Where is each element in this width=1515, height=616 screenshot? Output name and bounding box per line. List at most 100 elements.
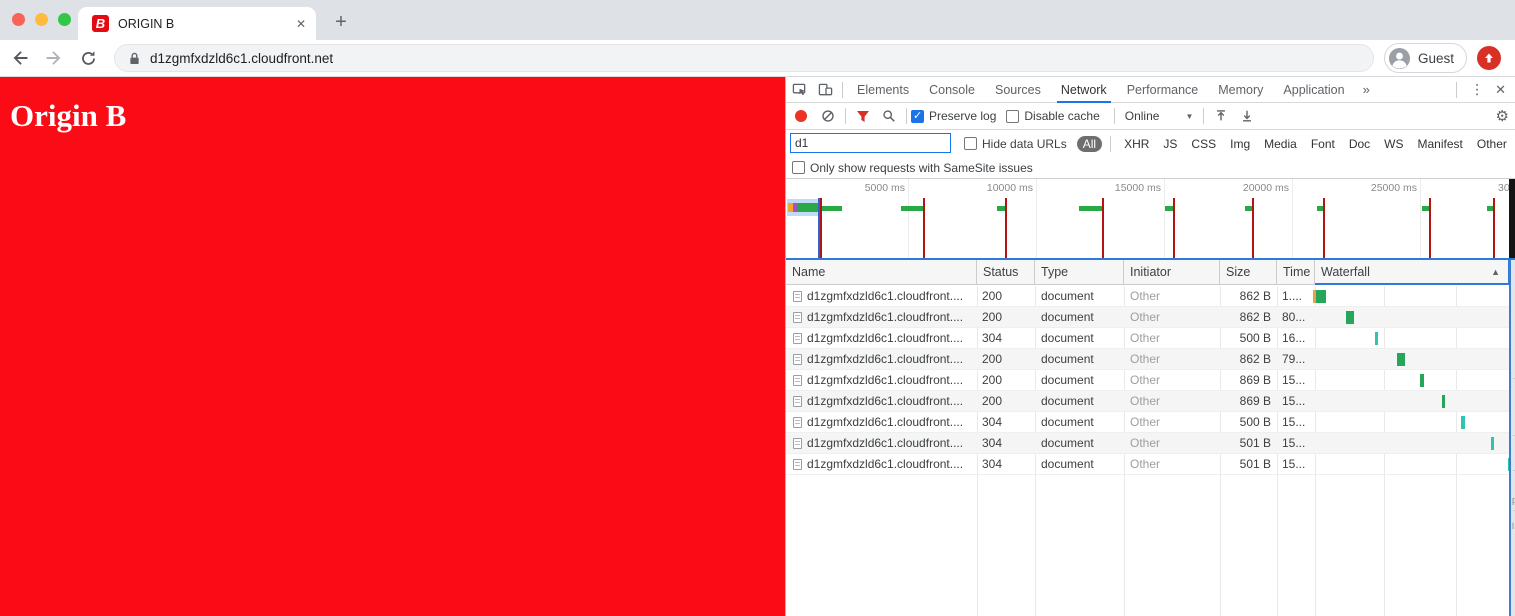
timeline-tick-label: 5000 ms [864,182,905,194]
device-toolbar-button[interactable] [812,78,838,102]
browser-update-button[interactable] [1477,46,1501,70]
record-network-log-button[interactable] [795,110,807,122]
column-header-size[interactable]: Size [1220,260,1277,285]
column-header-name[interactable]: Name [786,260,977,285]
type-filter-img[interactable]: Img [1230,136,1251,151]
devtools-tab-elements[interactable]: Elements [857,82,910,97]
divider [842,81,843,98]
cell-time: 80... [1282,310,1306,324]
type-filter-font[interactable]: Font [1310,136,1335,151]
network-overview-timeline[interactable]: 5000 ms 10000 ms 15000 ms 20000 ms 25000 ms 3… [786,179,1515,258]
timeline-gridline [908,179,909,258]
url-bar[interactable]: d1zgmfxdzld6c1.cloudfront.net [114,44,1374,72]
divider [1203,108,1205,124]
column-header-initiator[interactable]: Initiator [1124,260,1220,285]
filter-input[interactable] [790,133,951,153]
samesite-label[interactable]: Only show requests with SameSite issues [810,160,1033,175]
filter-button[interactable] [850,104,876,128]
table-row[interactable]: d1zgmfxdzld6c1.cloudfront.... 304 document… [786,454,1515,475]
more-tabs-button[interactable]: » [1362,82,1370,97]
export-har-button[interactable] [1234,104,1260,128]
devtools-tab-console[interactable]: Console [929,82,975,97]
sort-ascending-icon[interactable]: ▲ [1491,267,1500,277]
timeline-tick-label: 25000 ms [1370,182,1417,194]
type-filter-ws[interactable]: WS [1384,136,1404,151]
disable-cache-checkbox[interactable] [1006,109,1020,123]
waterfall-bar-queueing [1313,290,1316,303]
type-filter-media[interactable]: Media [1264,136,1297,151]
table-row[interactable]: d1zgmfxdzld6c1.cloudfront.... 304 document… [786,433,1515,454]
import-har-button[interactable] [1208,104,1234,128]
browser-tab[interactable]: B ORIGIN B ✕ [78,7,316,40]
cell-initiator: Other [1130,331,1161,345]
hide-data-urls-label[interactable]: Hide data URLs [982,136,1067,151]
disable-cache-label[interactable]: Disable cache [1024,109,1100,123]
devtools-tab-memory[interactable]: Memory [1218,82,1264,97]
cell-initiator: Other [1130,457,1161,471]
maximize-window-button[interactable] [58,13,71,26]
type-filter-js[interactable]: JS [1163,136,1178,151]
samesite-checkbox[interactable] [792,161,805,174]
search-icon [883,110,895,122]
cell-initiator: Other [1130,394,1161,408]
cell-time: 15... [1282,373,1306,387]
table-row[interactable]: d1zgmfxdzld6c1.cloudfront.... 200 document… [786,286,1515,307]
type-filter-other[interactable]: Other [1476,136,1507,151]
forward-button[interactable] [40,44,68,72]
network-settings-gear-icon[interactable]: ⚙ [1495,108,1509,125]
devtools-close-icon[interactable]: ✕ [1495,81,1506,97]
cell-size: 869 B [1239,373,1271,387]
browser-toolbar: d1zgmfxdzld6c1.cloudfront.net Guest [0,40,1515,77]
column-header-time[interactable]: Time [1277,260,1315,285]
minimize-window-button[interactable] [35,13,48,26]
tab-close-icon[interactable]: ✕ [295,16,306,31]
type-filter-css[interactable]: CSS [1191,136,1217,151]
preserve-log-label[interactable]: Preserve log [929,109,997,123]
column-header-type[interactable]: Type [1035,260,1124,285]
load-event-line [1102,198,1104,258]
timeline-mini-bar [788,203,793,212]
load-event-line [1493,198,1495,258]
type-filter-xhr[interactable]: XHR [1124,136,1150,151]
new-tab-button[interactable]: + [335,10,347,33]
table-row[interactable]: d1zgmfxdzld6c1.cloudfront.... 200 document… [786,391,1515,412]
column-header-status[interactable]: Status [977,260,1035,285]
table-row[interactable]: d1zgmfxdzld6c1.cloudfront.... 200 document… [786,349,1515,370]
requests-table-header: Name Status Type Initiator Size Time Waterfall… [786,258,1515,285]
table-row[interactable]: d1zgmfxdzld6c1.cloudfront.... 200 document… [786,307,1515,328]
devtools-tab-network[interactable]: Network [1051,77,1117,103]
cell-type: document [1041,289,1094,303]
timeline-gridline [1420,179,1421,258]
back-button[interactable] [6,44,34,72]
type-filter-all[interactable]: All [1076,135,1103,152]
preserve-log-checkbox[interactable] [911,109,924,123]
devtools-menu-icon[interactable]: ⋮ [1470,81,1485,97]
devtools-tab-sources[interactable]: Sources [994,82,1041,97]
cell-status: 200 [982,352,1003,366]
cell-time: 15... [1282,415,1306,429]
profile-button[interactable]: Guest [1383,43,1467,73]
cell-name: d1zgmfxdzld6c1.cloudfront.... [807,331,964,345]
devtools-tab-performance[interactable]: Performance [1126,82,1199,97]
background-window-strip-top [1509,179,1515,258]
throttling-dropdown[interactable]: Online ▼ [1125,109,1194,123]
timeline-tick-label: 30 [1498,182,1510,194]
type-filter-doc[interactable]: Doc [1348,136,1371,151]
table-row[interactable]: d1zgmfxdzld6c1.cloudfront.... 304 document… [786,412,1515,433]
type-filter-manifest[interactable]: Manifest [1417,136,1463,151]
device-toolbar-icon [818,83,832,96]
reload-button[interactable] [74,44,102,72]
search-button[interactable] [876,104,902,128]
clear-network-log-button[interactable] [815,104,841,128]
hide-data-urls-checkbox[interactable] [964,137,977,150]
table-row[interactable]: d1zgmfxdzld6c1.cloudfront.... 304 document… [786,328,1515,349]
table-row[interactable]: d1zgmfxdzld6c1.cloudfront.... 200 document… [786,370,1515,391]
close-window-button[interactable] [12,13,25,26]
devtools-tab-application[interactable]: Application [1283,82,1345,97]
clear-icon [822,110,834,122]
load-event-line [1429,198,1431,258]
column-header-waterfall[interactable]: Waterfall [1321,265,1370,279]
inspect-element-button[interactable] [786,78,812,102]
back-arrow-icon [13,51,28,65]
